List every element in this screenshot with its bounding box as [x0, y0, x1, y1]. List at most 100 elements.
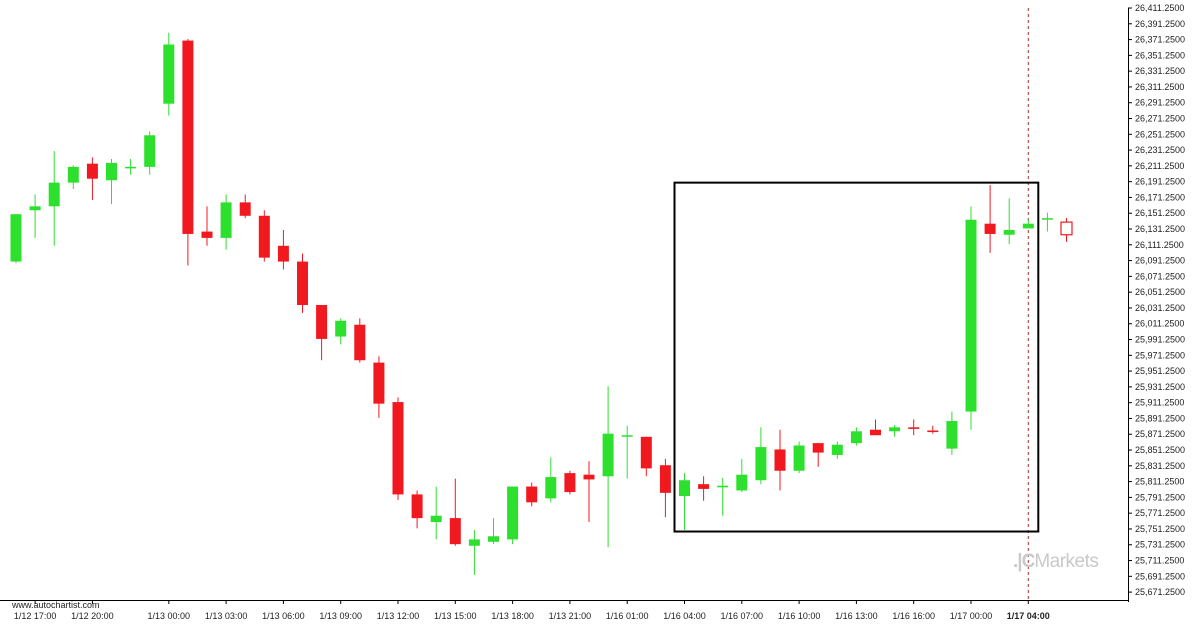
brand-logo-icon: .|C — [1013, 551, 1035, 572]
candle-body — [144, 135, 156, 167]
y-tick-label: 26,331.2500 — [1135, 66, 1185, 76]
y-tick-label: 26,171.2500 — [1135, 192, 1185, 202]
x-tick-label: 1/16 04:00 — [663, 611, 706, 621]
y-tick-label: 25,731.2500 — [1135, 540, 1185, 550]
y-tick-label: 25,871.2500 — [1135, 429, 1185, 439]
candle-body — [698, 484, 710, 489]
candle-body — [908, 427, 920, 429]
x-tick-label: 1/17 04:00 — [1007, 611, 1050, 621]
candle-body — [10, 214, 22, 262]
candle-body — [717, 485, 729, 488]
candle-body — [793, 445, 805, 471]
candle-body — [965, 219, 977, 412]
y-tick-label: 26,311.2500 — [1135, 82, 1184, 92]
candle-body — [927, 430, 939, 433]
candle-body — [48, 182, 60, 207]
y-tick-label: 25,891.2500 — [1135, 413, 1185, 423]
footer-url[interactable]: www.autochartist.com — [12, 600, 100, 610]
y-tick-label: 26,111.2500 — [1135, 240, 1184, 250]
candle-body — [125, 166, 137, 169]
y-tick-label: 26,251.2500 — [1135, 129, 1185, 139]
candle-body — [736, 474, 748, 491]
candle-body — [488, 536, 499, 542]
candle-body — [106, 162, 117, 181]
y-tick-label: 25,911.2500 — [1135, 398, 1184, 408]
candle-body — [602, 433, 614, 477]
candle-body — [67, 166, 79, 183]
x-tick-label: 1/13 15:00 — [434, 611, 477, 621]
x-tick-label: 1/12 20:00 — [71, 611, 114, 621]
y-tick-label: 25,771.2500 — [1135, 508, 1185, 518]
y-tick-label: 25,671.2500 — [1135, 587, 1185, 597]
x-tick-label: 1/13 18:00 — [491, 611, 534, 621]
candle-body — [1060, 221, 1073, 236]
candle-body — [335, 320, 347, 337]
pattern-box — [673, 181, 1040, 533]
candle-body — [850, 431, 862, 444]
candle-body — [526, 486, 538, 503]
y-tick-label: 26,371.2500 — [1135, 35, 1185, 45]
y-tick-label: 25,711.2500 — [1135, 556, 1184, 566]
candle-body — [831, 444, 843, 455]
y-tick-label: 26,051.2500 — [1135, 287, 1185, 297]
y-tick-label: 26,231.2500 — [1135, 145, 1185, 155]
candle-body — [258, 215, 270, 258]
y-tick-label: 25,951.2500 — [1135, 366, 1185, 376]
y-tick-label: 25,991.2500 — [1135, 335, 1185, 345]
y-tick-label: 26,031.2500 — [1135, 303, 1185, 313]
y-tick-label: 26,091.2500 — [1135, 256, 1185, 266]
x-tick-label: 1/13 09:00 — [319, 611, 362, 621]
candle-body — [755, 447, 767, 481]
candle-body — [182, 40, 194, 234]
candle-body — [373, 362, 385, 404]
candle-body — [277, 245, 289, 262]
x-tick-label: 1/13 03:00 — [205, 611, 248, 621]
candle-body — [621, 435, 633, 437]
y-tick-label: 25,751.2500 — [1135, 524, 1185, 534]
candle-body — [316, 304, 328, 339]
candle-body — [297, 261, 308, 305]
candle-body — [679, 480, 690, 497]
x-tick-label: 1/16 10:00 — [778, 611, 821, 621]
y-tick-label: 25,811.2500 — [1135, 477, 1184, 487]
y-tick-label: 25,791.2500 — [1135, 492, 1185, 502]
brand-name: Markets — [1034, 551, 1099, 572]
candle-body — [870, 429, 881, 436]
candle-body — [354, 324, 366, 361]
y-tick-label: 25,831.2500 — [1135, 461, 1185, 471]
x-tick-label: 1/13 12:00 — [377, 611, 420, 621]
x-tick-label: 1/13 00:00 — [148, 611, 191, 621]
candle-body — [468, 539, 480, 546]
candle-body — [774, 449, 786, 471]
y-tick-label: 26,291.2500 — [1135, 98, 1185, 108]
x-tick-label: 1/13 21:00 — [549, 611, 592, 621]
candle-body — [507, 486, 519, 540]
y-tick-label: 26,351.2500 — [1135, 50, 1185, 60]
candle-body — [239, 202, 251, 216]
y-tick-label: 26,071.2500 — [1135, 271, 1185, 281]
candle-body — [640, 436, 652, 469]
candle-body — [946, 421, 958, 449]
candle-body — [392, 402, 404, 495]
candle-body — [430, 515, 442, 523]
y-tick-label: 26,391.2500 — [1135, 19, 1185, 29]
y-tick-label: 26,011.2500 — [1135, 319, 1184, 329]
candle-body — [889, 427, 901, 432]
candle-body — [1022, 223, 1034, 229]
y-tick-label: 26,191.2500 — [1135, 177, 1185, 187]
x-tick-label: 1/16 07:00 — [721, 611, 764, 621]
x-tick-label: 1/17 00:00 — [950, 611, 993, 621]
candle-body — [411, 494, 423, 519]
x-tick-label: 1/16 16:00 — [892, 611, 935, 621]
y-tick-label: 26,151.2500 — [1135, 208, 1185, 218]
candle-body — [449, 518, 461, 545]
candle-body — [1003, 230, 1015, 235]
y-tick-label: 26,211.2500 — [1135, 161, 1184, 171]
y-tick-label: 26,131.2500 — [1135, 224, 1185, 234]
candle-body — [1041, 218, 1053, 220]
candle-body — [545, 477, 557, 499]
candle-body — [163, 44, 175, 104]
candle-body — [583, 474, 595, 480]
y-tick-label: 25,971.2500 — [1135, 350, 1185, 360]
